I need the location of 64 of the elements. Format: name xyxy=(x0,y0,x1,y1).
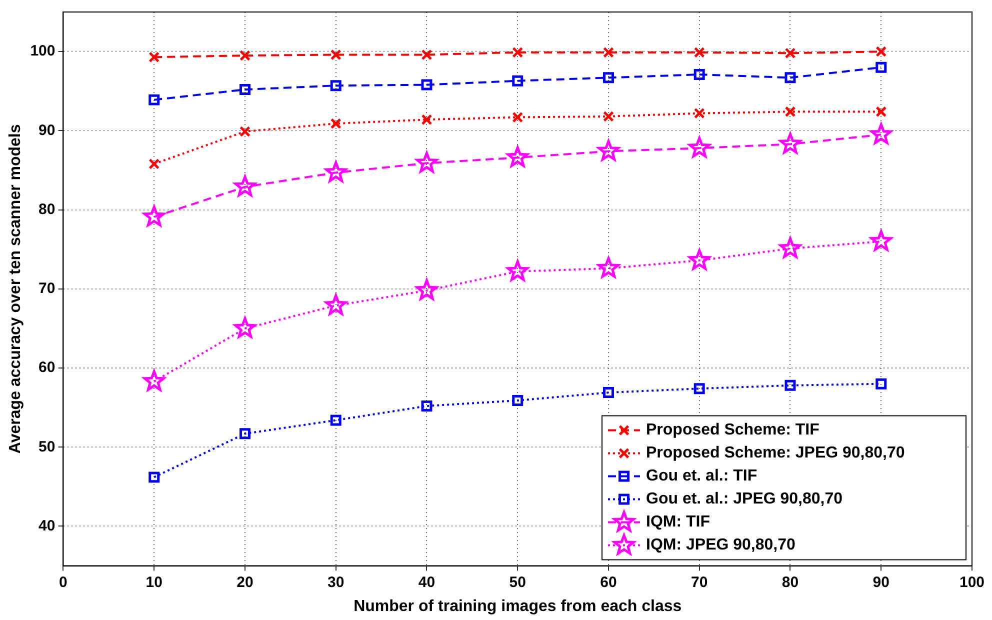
point xyxy=(603,46,614,58)
point xyxy=(330,118,342,130)
point xyxy=(512,394,524,406)
legend-label: Gou et. al.: JPEG 90,80,70 xyxy=(646,490,843,508)
y-tick-label: 80 xyxy=(38,200,56,218)
y-tick-label: 70 xyxy=(38,280,56,298)
x-tick-label: 20 xyxy=(236,574,254,591)
x-tick-label: 40 xyxy=(418,574,436,591)
point xyxy=(876,46,887,58)
point xyxy=(330,80,342,92)
point xyxy=(694,383,705,394)
point xyxy=(876,106,887,118)
x-tick-label: 100 xyxy=(959,574,985,591)
point xyxy=(694,46,705,58)
point xyxy=(239,84,250,96)
point xyxy=(779,132,802,154)
point xyxy=(330,49,342,60)
y-tick-label: 90 xyxy=(38,122,56,139)
point xyxy=(421,49,432,60)
point xyxy=(876,62,887,73)
point xyxy=(421,114,432,126)
point xyxy=(598,140,620,161)
legend-label: IQM: TIF xyxy=(646,514,710,531)
point xyxy=(784,72,796,84)
legend-label: Proposed Scheme: JPEG 90,80,70 xyxy=(646,444,905,462)
point xyxy=(512,75,524,86)
point xyxy=(421,400,432,412)
legend-label: Gou et. al.: TIF xyxy=(646,468,758,485)
point xyxy=(239,126,250,137)
legend-label: IQM: JPEG 90,80,70 xyxy=(646,536,796,554)
point xyxy=(148,94,160,106)
x-tick-label: 0 xyxy=(59,574,68,591)
x-tick-label: 70 xyxy=(691,574,708,591)
x-tick-label: 10 xyxy=(146,574,162,591)
point xyxy=(694,69,705,80)
point xyxy=(148,472,160,483)
y-tick-label: 60 xyxy=(38,359,56,376)
x-tick-label: 80 xyxy=(782,574,799,591)
y-tick-label: 50 xyxy=(38,438,56,456)
point xyxy=(784,48,796,59)
point xyxy=(239,50,250,62)
y-tick-label: 40 xyxy=(38,517,56,534)
y-tick-label: 100 xyxy=(30,42,56,60)
legend-label: Proposed Scheme: TIF xyxy=(646,422,820,439)
point xyxy=(330,414,342,426)
x-axis-title: Number of training images from each class xyxy=(354,598,682,615)
point xyxy=(784,106,796,118)
point xyxy=(784,380,796,391)
point xyxy=(512,46,524,58)
point xyxy=(512,112,524,123)
point xyxy=(603,72,614,84)
y-axis-title: Average accuracy over ten scanner models xyxy=(7,124,24,454)
point xyxy=(421,79,432,90)
point xyxy=(603,387,614,398)
point xyxy=(876,378,887,390)
point xyxy=(148,52,160,63)
x-tick-label: 60 xyxy=(600,574,617,591)
x-tick-label: 50 xyxy=(509,574,526,591)
point xyxy=(239,428,250,440)
x-tick-label: 30 xyxy=(328,574,344,591)
point xyxy=(694,108,705,119)
point xyxy=(148,158,160,170)
point xyxy=(603,110,614,122)
x-tick-label: 90 xyxy=(872,574,890,591)
